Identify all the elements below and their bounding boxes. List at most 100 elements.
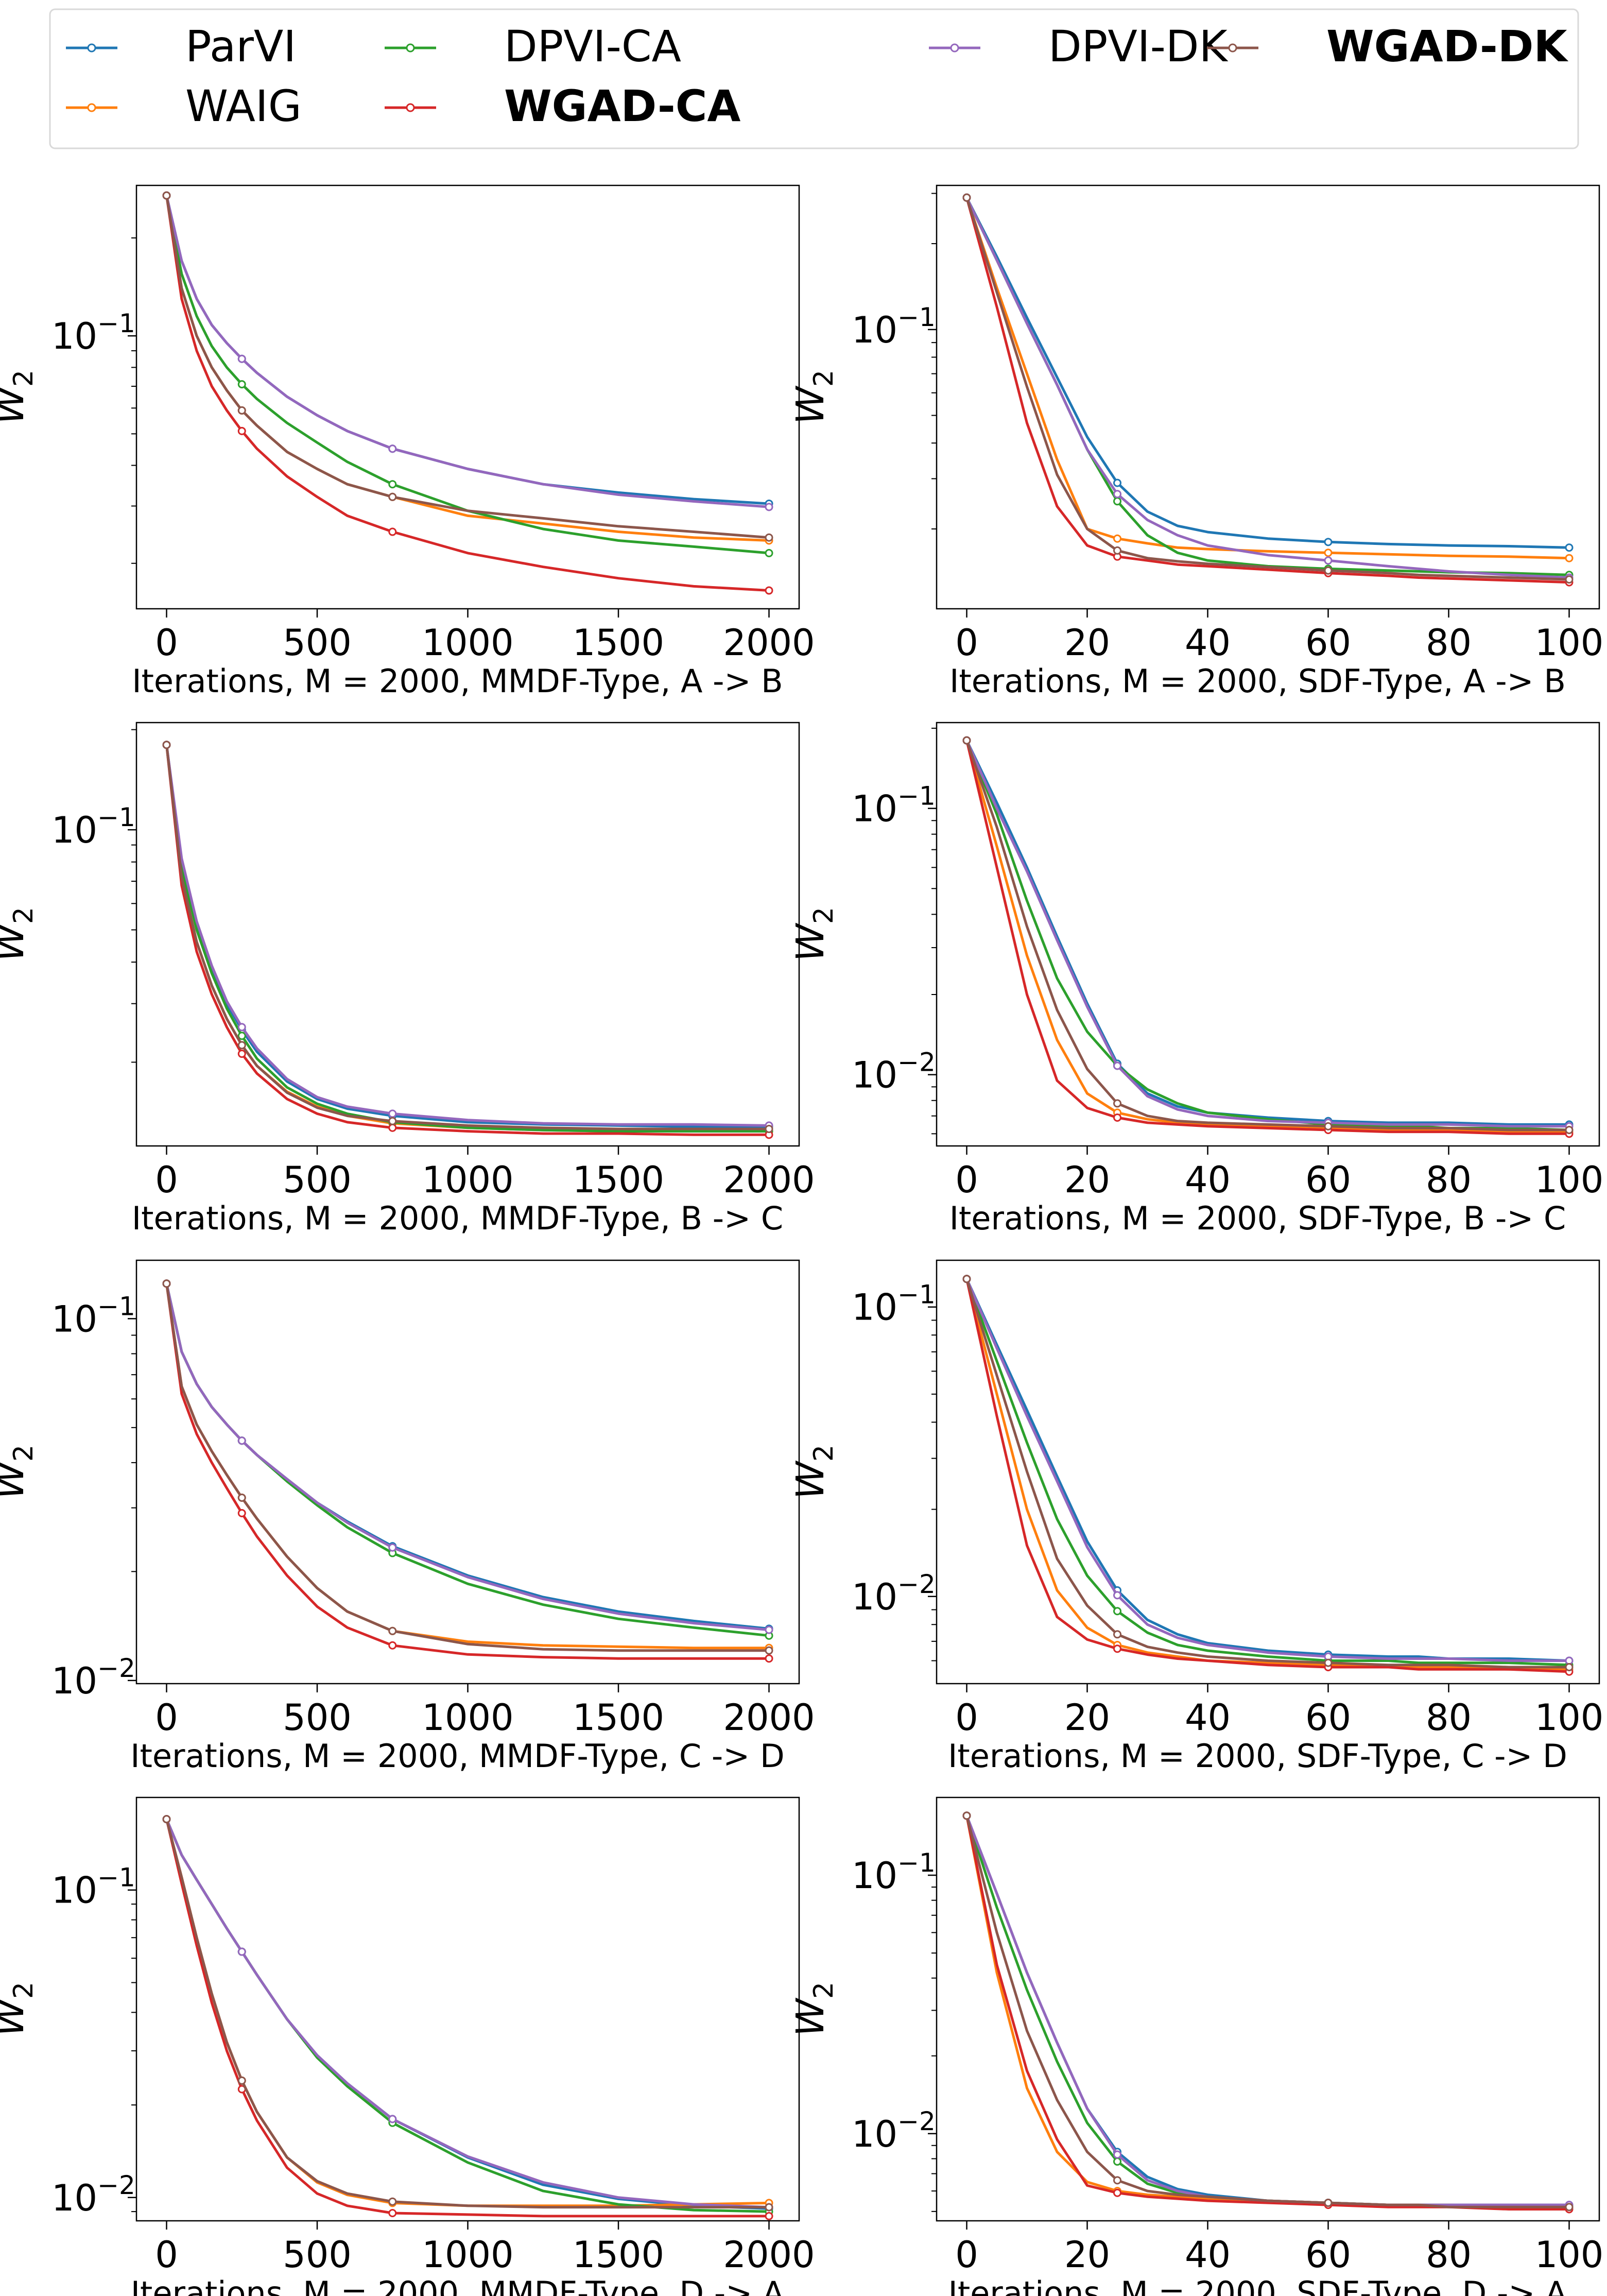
data-point-wgad-dk <box>237 1493 246 1502</box>
x-tick-label: 20 <box>1064 622 1110 664</box>
data-point-waig <box>1113 534 1121 543</box>
y-tick-base: 10 <box>852 2113 897 2155</box>
panel-frame <box>936 1796 1600 2222</box>
legend-label-parvi: ParVI <box>185 21 296 72</box>
data-point-dpvi-dk <box>765 1625 773 1634</box>
y-tick-base: 10 <box>51 809 97 851</box>
x-tick-label: 1000 <box>422 2234 513 2276</box>
y-tick-base: 10 <box>51 1870 97 1912</box>
x-tick-label: 100 <box>1535 2234 1604 2276</box>
data-point-wgad-dk <box>1565 575 1574 584</box>
y-tick-base: 10 <box>852 1054 897 1096</box>
legend-entry-wgad-ca: WGAD-CA <box>385 81 740 131</box>
legend-label-dpvi-ca: DPVI-CA <box>504 21 681 72</box>
x-tick-label: 1000 <box>422 1159 513 1201</box>
x-tick-label: 80 <box>1426 1159 1472 1201</box>
y-axis-label-main: W <box>788 922 833 962</box>
legend-marker-wgad-dk <box>1228 43 1237 53</box>
x-tick-label: 60 <box>1305 1159 1351 1201</box>
panel-frame <box>135 1796 800 2222</box>
panel-3: 0 500 1000 1500 2000 10−1 W2 Iterations, M = 20… <box>0 722 815 1237</box>
data-point-dpvi-dk <box>388 1109 397 1118</box>
panel-frame <box>135 1259 800 1685</box>
y-tick-exponent: −1 <box>97 1863 135 1893</box>
x-tick-label: 2000 <box>723 622 815 664</box>
data-point-wgad-ca <box>1113 1113 1121 1122</box>
series-group <box>962 1811 1574 2214</box>
x-tick-label: 40 <box>1185 2234 1231 2276</box>
x-axis-label: Iterations, M = 2000, SDF-Type, B -> C <box>949 1200 1566 1237</box>
y-tick-base: 10 <box>51 315 97 357</box>
y-axis-label-subscript: 2 <box>808 1982 839 1999</box>
y-axis-label: W2 <box>0 907 39 962</box>
data-point-dpvi-dk <box>388 444 397 453</box>
y-axis-label-main: W <box>0 1997 32 2036</box>
y-axis-label-main: W <box>788 1997 833 2036</box>
data-point-wgad-dk <box>388 1626 397 1635</box>
series-line-wgad-dk <box>965 1815 1569 2208</box>
y-axis-label-subscript: 2 <box>8 370 39 387</box>
series-line-wgad-ca <box>165 1819 769 2218</box>
data-point-dpvi-dk <box>765 503 773 511</box>
data-point-dpvi-dk <box>388 2115 397 2123</box>
y-tick-label: 10−1 <box>51 309 135 357</box>
data-point-dpvi-dk <box>1113 2150 1121 2159</box>
series-line-dpvi-dk <box>965 740 1569 1128</box>
data-point-dpvi-dk <box>1113 490 1121 499</box>
series-line-wgad-ca <box>965 740 1569 1135</box>
legend-marker-waig <box>87 103 96 112</box>
series-line-wgad-ca <box>165 195 769 592</box>
x-axis-label: Iterations, M = 2000, MMDF-Type, B -> C <box>132 1200 783 1237</box>
x-tick-label: 0 <box>155 2234 178 2276</box>
legend: ParVI WAIG DPVI-CA WGAD-CA DPVI-DK WGAD-DK <box>49 8 1579 149</box>
panel-frame <box>936 1259 1600 1685</box>
data-point-dpvi-dk <box>237 1947 246 1956</box>
x-tick-label: 40 <box>1185 622 1231 664</box>
x-tick-label: 40 <box>1185 1697 1231 1739</box>
legend-marker-wgad-ca <box>406 103 415 112</box>
series-line-parvi <box>965 197 1569 549</box>
data-point-wgad-dk <box>962 193 971 202</box>
x-tick-label: 0 <box>155 1159 178 1201</box>
data-point-wgad-dk <box>1113 546 1121 555</box>
y-tick-label: 10−2 <box>51 1653 135 1702</box>
y-tick-exponent: −1 <box>897 781 936 811</box>
x-axis-label: Iterations, M = 2000, SDF-Type, C -> D <box>948 1737 1567 1775</box>
y-tick-base: 10 <box>852 1576 897 1618</box>
series-line-dpvi-ca <box>965 1278 1569 1667</box>
series-line-wgad-dk <box>165 195 769 539</box>
x-tick-label: 20 <box>1064 1159 1110 1201</box>
data-point-wgad-dk <box>388 2197 397 2206</box>
data-point-wgad-dk <box>162 1815 171 1824</box>
data-point-wgad-dk <box>1113 1630 1121 1639</box>
series-line-parvi <box>965 740 1569 1126</box>
x-tick-label: 60 <box>1305 2234 1351 2276</box>
data-point-dpvi-ca <box>388 480 397 489</box>
y-tick-label: 10−1 <box>51 1863 135 1912</box>
series-line-waig <box>965 197 1569 560</box>
series-line-dpvi-dk <box>165 1283 769 1632</box>
x-tick-label: 100 <box>1535 1697 1604 1739</box>
y-axis-label-subscript: 2 <box>808 907 839 924</box>
x-axis-label: Iterations, M = 2000, MMDF-Type, C -> D <box>130 1737 784 1775</box>
series-line-dpvi-dk <box>165 1819 769 2209</box>
y-tick-base: 10 <box>51 1298 97 1340</box>
legend-marker-parvi <box>87 43 96 53</box>
data-point-dpvi-ca <box>765 549 773 557</box>
data-point-wgad-dk <box>962 1811 971 1820</box>
x-tick-label: 500 <box>283 1697 352 1739</box>
data-point-wgad-ca <box>765 1654 773 1663</box>
x-tick-label: 500 <box>283 1159 352 1201</box>
data-point-wgad-dk <box>162 191 171 200</box>
data-point-wgad-dk <box>388 492 397 501</box>
x-axis-label: Iterations, M = 2000, SDF-Type, A -> B <box>949 662 1566 700</box>
y-axis-label-main: W <box>0 922 32 962</box>
y-axis-label: W2 <box>0 370 39 424</box>
series-line-wgad-ca <box>965 1278 1569 1673</box>
legend-label-waig: WAIG <box>185 81 302 131</box>
series-line-dpvi-ca <box>165 195 769 555</box>
legend-entry-dpvi-dk: DPVI-DK <box>929 21 1229 72</box>
